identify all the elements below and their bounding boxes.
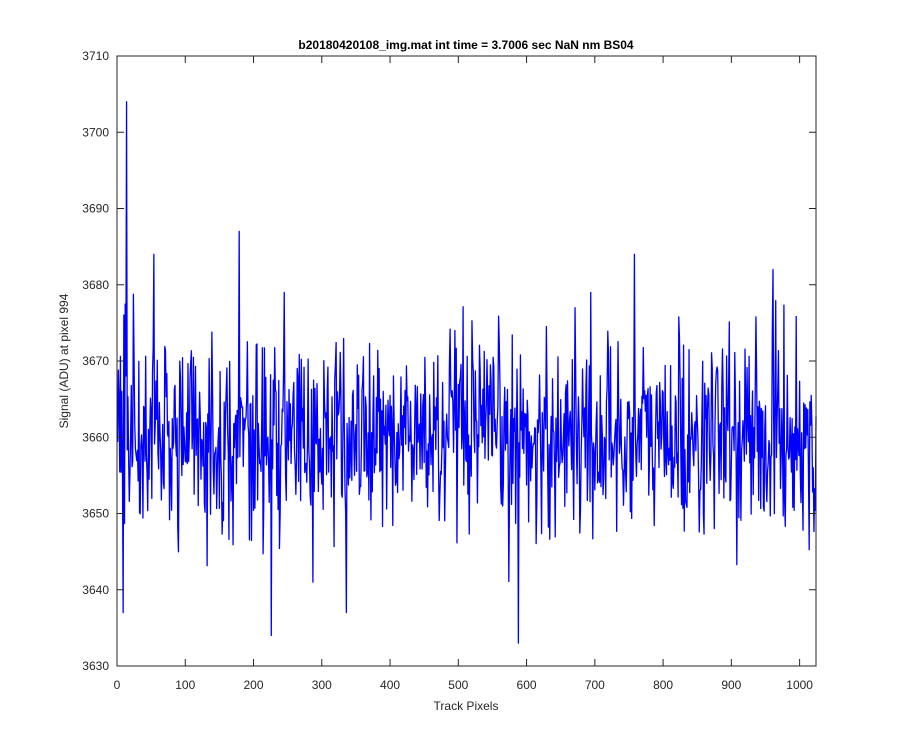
- y-tick-label: 3640: [82, 583, 109, 597]
- y-tick-label: 3650: [82, 507, 109, 521]
- x-tick-label: 800: [653, 678, 673, 692]
- x-tick-label: 900: [721, 678, 741, 692]
- x-tick-label: 0: [114, 678, 121, 692]
- x-tick-label: 500: [448, 678, 468, 692]
- axis-ticks: 0 100 200 300 400 500 600 700 800 900 1000 3630 3640…: [82, 49, 816, 692]
- x-axis-label: Track Pixels: [434, 699, 499, 713]
- x-tick-label: 200: [244, 678, 264, 692]
- x-tick-label: 400: [380, 678, 400, 692]
- y-tick-label: 3660: [82, 430, 109, 444]
- signal-series: [117, 101, 817, 644]
- y-tick-label: 3630: [82, 659, 109, 673]
- x-tick-label: 300: [312, 678, 332, 692]
- x-tick-label: 100: [175, 678, 195, 692]
- y-axis-label: Signal (ADU) at pixel 994: [57, 293, 71, 428]
- signal-line: [117, 101, 817, 644]
- y-tick-label: 3690: [82, 202, 109, 216]
- x-tick-label: 700: [585, 678, 605, 692]
- x-tick-label: 600: [517, 678, 537, 692]
- y-tick-label: 3700: [82, 125, 109, 139]
- chart-title: b20180420108_img.mat int time = 3.7006 s…: [298, 38, 634, 52]
- y-tick-label: 3670: [82, 354, 109, 368]
- y-tick-label: 3680: [82, 278, 109, 292]
- x-tick-label: 1000: [786, 678, 813, 692]
- y-tick-label: 3710: [82, 49, 109, 63]
